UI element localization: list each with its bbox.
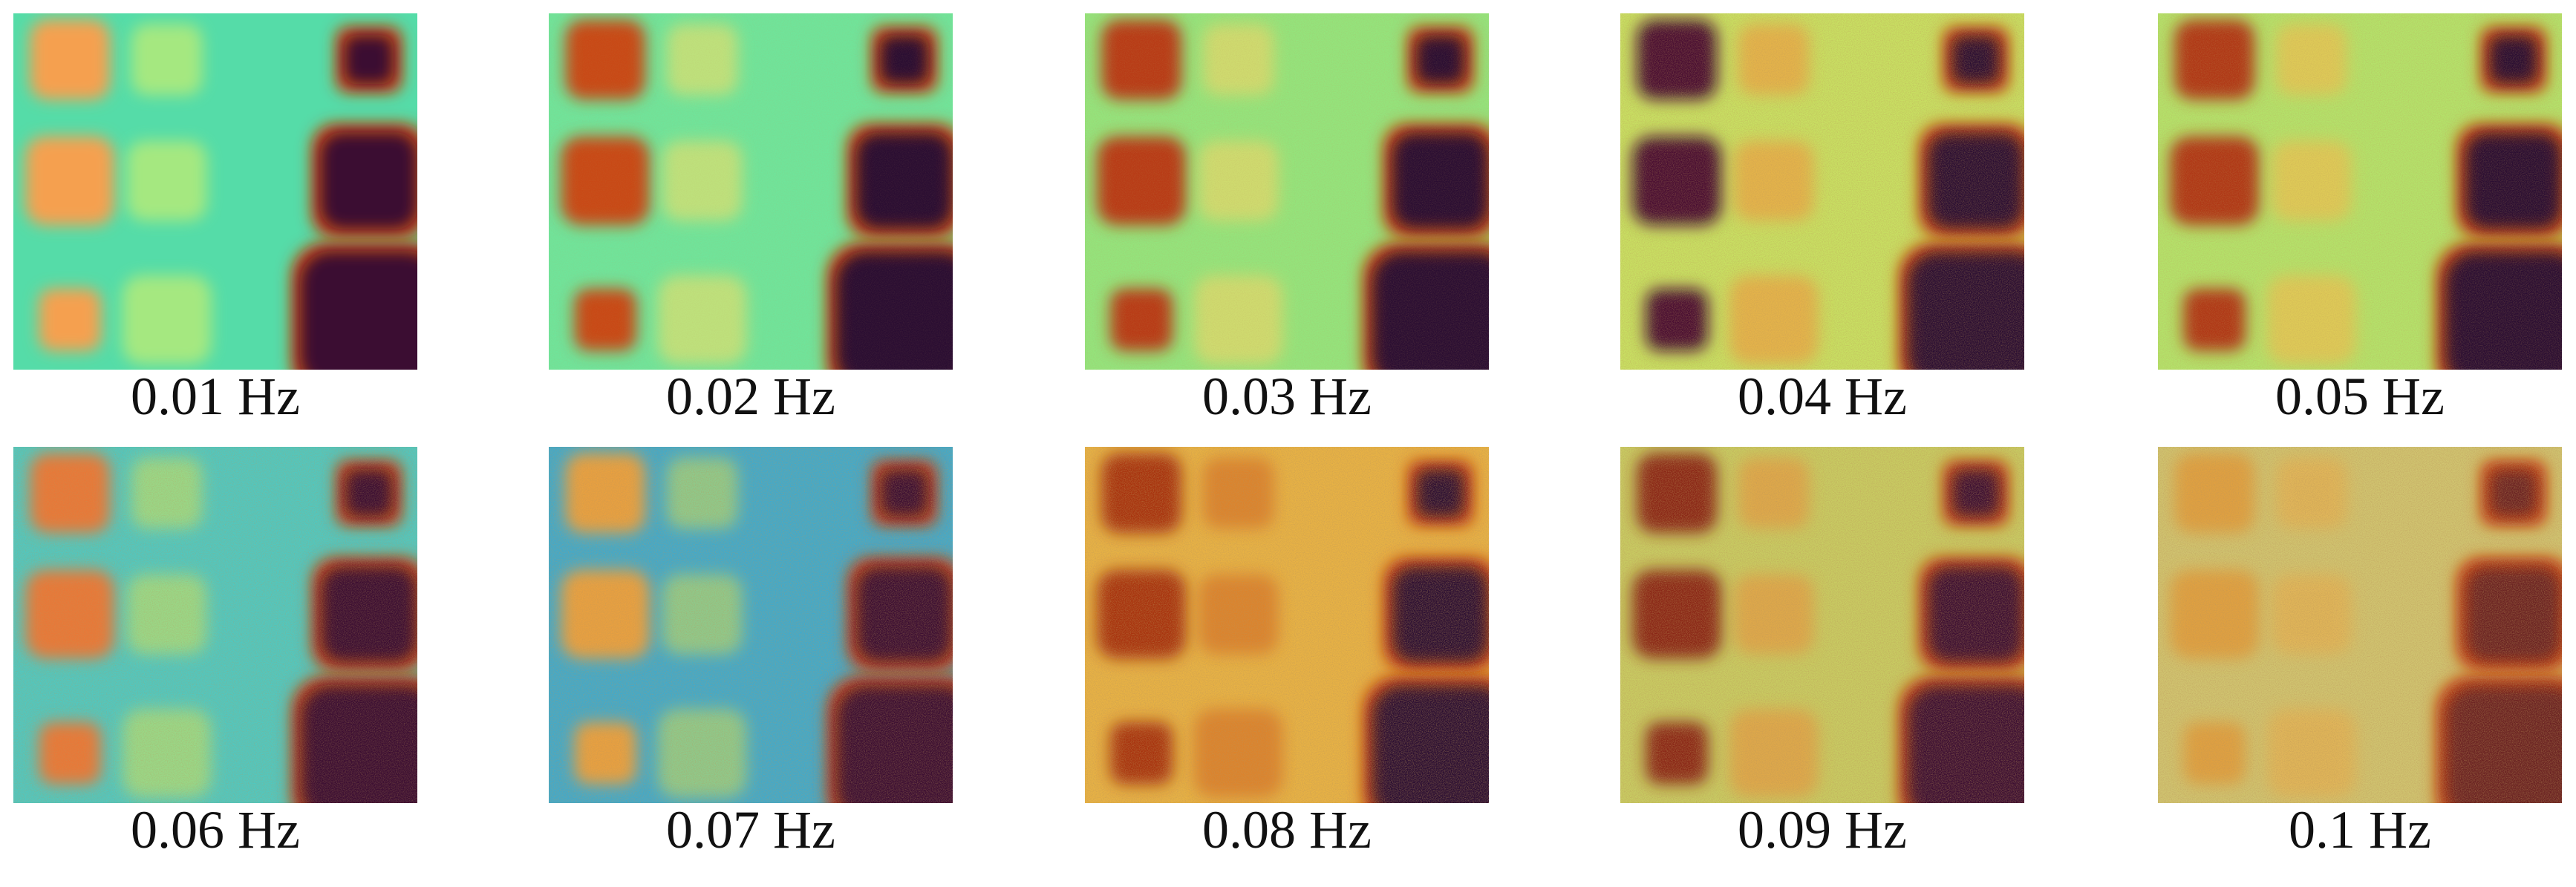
caption: 0.07 Hz — [666, 800, 835, 860]
hot-spot — [320, 132, 417, 229]
heatmap-panel: 0.04 Hz — [1620, 13, 2024, 426]
heatmap — [549, 13, 953, 370]
noise — [1085, 447, 1489, 803]
hot-spot — [300, 251, 417, 370]
noise — [1620, 13, 2024, 370]
heatmap-panel: 0.06 Hz — [13, 447, 417, 860]
heatmap-panel: 0.08 Hz — [1085, 447, 1489, 860]
heatmap-panel: 0.03 Hz — [1085, 13, 1489, 426]
caption: 0.1 Hz — [2289, 800, 2431, 860]
caption: 0.05 Hz — [2275, 367, 2445, 426]
noise — [549, 13, 953, 370]
heatmap — [549, 447, 953, 803]
noise — [1620, 447, 2024, 803]
noise — [1085, 13, 1489, 370]
hot-spot — [126, 140, 207, 221]
caption: 0.08 Hz — [1202, 800, 1372, 860]
hot-spot — [122, 275, 212, 364]
heatmap-panel: 0.1 Hz — [2158, 447, 2562, 860]
noise — [2158, 13, 2562, 370]
heatmap-panel: 0.07 Hz — [549, 447, 953, 860]
heatmap-panel: 0.09 Hz — [1620, 447, 2024, 860]
caption: 0.04 Hz — [1738, 367, 1907, 426]
heatmap-panel: 0.05 Hz — [2158, 13, 2562, 426]
caption: 0.02 Hz — [666, 367, 835, 426]
heatmap — [1085, 447, 1489, 803]
caption: 0.09 Hz — [1738, 800, 1907, 860]
caption: 0.03 Hz — [1202, 367, 1372, 426]
heatmap — [1620, 13, 2024, 370]
hot-spot — [131, 24, 203, 96]
heatmap-panel: 0.01 Hz — [13, 13, 417, 426]
caption: 0.06 Hz — [131, 800, 300, 860]
noise — [549, 447, 953, 803]
caption: 0.01 Hz — [131, 367, 300, 426]
hot-spot — [25, 136, 114, 226]
heatmap — [13, 447, 417, 803]
noise — [2158, 447, 2562, 803]
hot-spot — [345, 35, 394, 85]
heatmap-panel: 0.02 Hz — [549, 13, 953, 426]
hot-spot — [30, 19, 111, 100]
hot-spot — [39, 288, 102, 351]
heatmap — [2158, 447, 2562, 803]
noise — [13, 447, 417, 803]
heatmap — [2158, 13, 2562, 370]
heatmap — [1620, 447, 2024, 803]
heatmap — [1085, 13, 1489, 370]
heatmap — [13, 13, 417, 370]
